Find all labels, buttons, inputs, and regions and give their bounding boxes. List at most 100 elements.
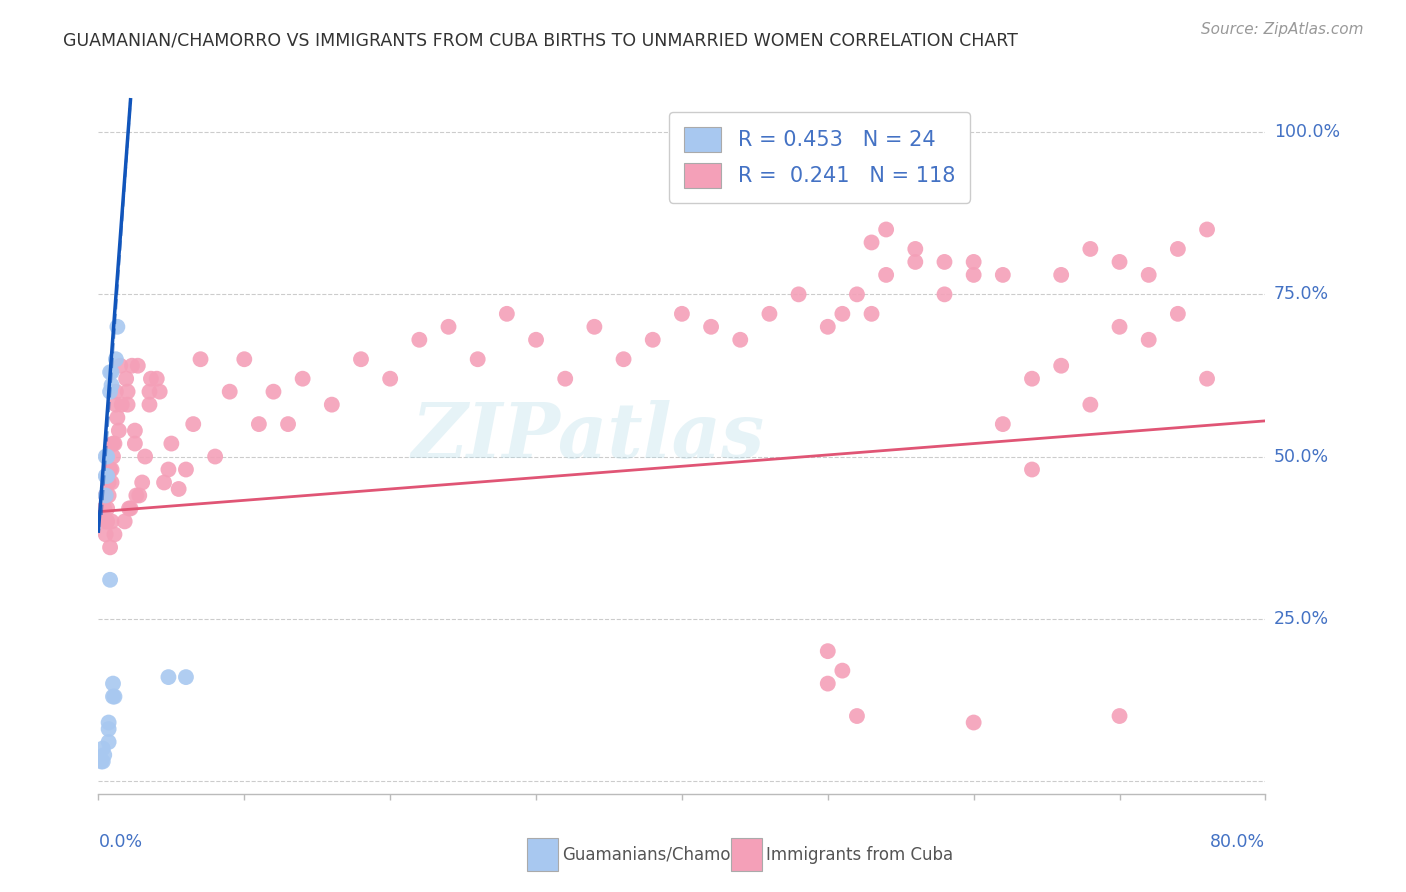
Point xyxy=(1167,307,1189,321)
Text: GUAMANIAN/CHAMORRO VS IMMIGRANTS FROM CUBA BIRTHS TO UNMARRIED WOMEN CORRELATION: GUAMANIAN/CHAMORRO VS IMMIGRANTS FROM CU… xyxy=(63,31,1018,49)
Point xyxy=(218,384,240,399)
Point xyxy=(103,690,125,704)
Point xyxy=(437,319,460,334)
Point xyxy=(758,307,780,321)
Point xyxy=(934,255,956,269)
Point xyxy=(934,287,956,301)
Point xyxy=(104,384,127,399)
Point xyxy=(904,255,927,269)
Point xyxy=(167,482,190,496)
Point xyxy=(730,333,752,347)
Point xyxy=(641,333,664,347)
Text: 100.0%: 100.0% xyxy=(1274,123,1340,141)
Point xyxy=(962,255,984,269)
Point xyxy=(98,462,121,476)
Point xyxy=(496,307,519,321)
Point xyxy=(204,450,226,464)
Point xyxy=(127,359,149,373)
Point xyxy=(962,268,984,282)
Point xyxy=(1080,398,1102,412)
Point xyxy=(1050,268,1073,282)
Point xyxy=(103,436,125,450)
Point xyxy=(583,319,606,334)
Point xyxy=(100,378,122,392)
Point xyxy=(124,436,146,450)
Point xyxy=(97,722,120,736)
Point xyxy=(94,469,117,483)
Point xyxy=(104,398,127,412)
Point xyxy=(96,515,118,529)
Point xyxy=(181,417,204,431)
Point xyxy=(98,541,121,555)
Point xyxy=(124,424,146,438)
Point xyxy=(111,398,134,412)
Point xyxy=(117,398,139,412)
Point xyxy=(991,268,1014,282)
Point xyxy=(138,398,160,412)
Point xyxy=(125,488,148,502)
Point xyxy=(1167,242,1189,256)
Point xyxy=(90,755,112,769)
Point xyxy=(350,352,373,367)
Point xyxy=(467,352,489,367)
Point xyxy=(103,527,125,541)
Point xyxy=(233,352,256,367)
Point xyxy=(1137,333,1160,347)
Point xyxy=(846,709,869,723)
Point xyxy=(262,384,284,399)
Point xyxy=(817,319,839,334)
Point xyxy=(160,436,183,450)
Point xyxy=(110,359,132,373)
Point xyxy=(121,359,143,373)
Point xyxy=(157,670,180,684)
Point xyxy=(1137,268,1160,282)
Point xyxy=(98,365,121,379)
Point xyxy=(991,417,1014,431)
Point xyxy=(831,307,853,321)
Point xyxy=(174,462,197,476)
Point xyxy=(277,417,299,431)
Point xyxy=(91,741,114,756)
Point xyxy=(98,384,121,399)
Point xyxy=(612,352,634,367)
Point xyxy=(1108,319,1130,334)
Point xyxy=(190,352,212,367)
Point xyxy=(101,690,124,704)
Point xyxy=(134,450,156,464)
Point xyxy=(91,755,114,769)
Point xyxy=(146,372,169,386)
Point xyxy=(131,475,153,490)
Point xyxy=(174,670,197,684)
Point xyxy=(105,410,128,425)
Point xyxy=(97,735,120,749)
Point xyxy=(1021,462,1043,476)
Point xyxy=(100,365,122,379)
Point xyxy=(408,333,430,347)
Point xyxy=(97,475,120,490)
Point xyxy=(157,462,180,476)
Point xyxy=(94,450,117,464)
Point xyxy=(831,664,853,678)
Point xyxy=(787,287,810,301)
Point xyxy=(1050,359,1073,373)
Point xyxy=(120,501,142,516)
Point xyxy=(104,352,127,367)
Point xyxy=(554,372,576,386)
Point xyxy=(671,307,693,321)
Point xyxy=(1080,242,1102,256)
Point xyxy=(93,501,115,516)
Point xyxy=(114,515,136,529)
Point xyxy=(291,372,314,386)
Point xyxy=(115,372,138,386)
Point xyxy=(962,715,984,730)
Text: 25.0%: 25.0% xyxy=(1274,610,1329,628)
Point xyxy=(96,450,118,464)
Point xyxy=(96,469,118,483)
Point xyxy=(860,307,883,321)
Text: 80.0%: 80.0% xyxy=(1211,833,1265,851)
Point xyxy=(97,488,120,502)
Point xyxy=(846,287,869,301)
Point xyxy=(1108,709,1130,723)
Point xyxy=(139,372,162,386)
Point xyxy=(101,676,124,690)
